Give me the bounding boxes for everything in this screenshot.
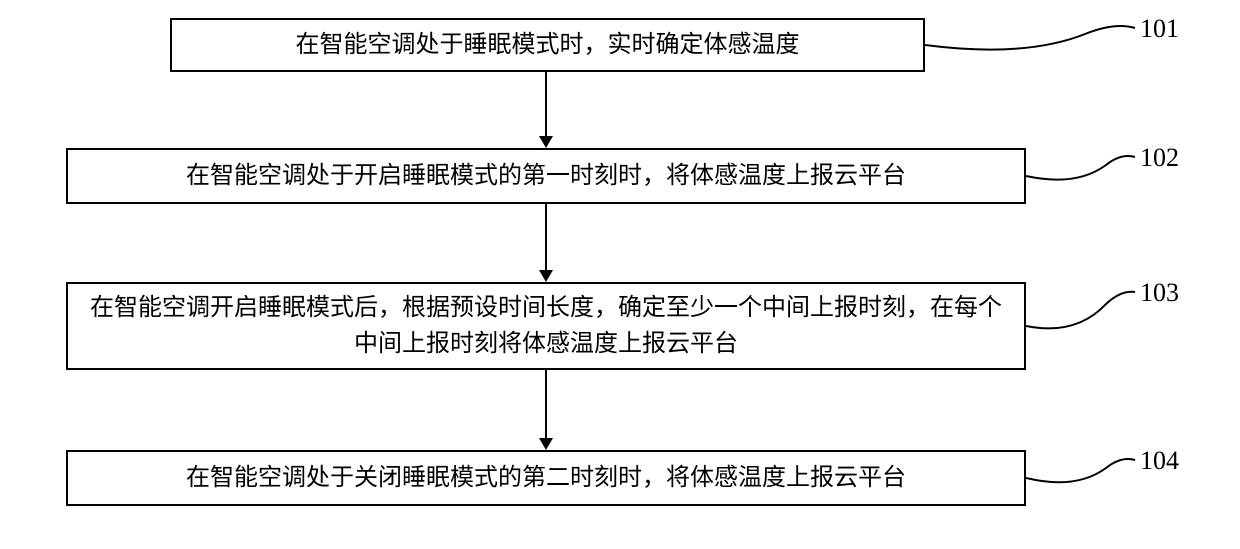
step-label-102: 102 — [1140, 143, 1179, 173]
step-box-104: 在智能空调处于关闭睡眠模式的第二时刻时，将体感温度上报云平台 — [66, 450, 1026, 506]
arrow-head — [539, 438, 553, 450]
step-label-101: 101 — [1140, 14, 1179, 44]
label-curve-101 — [925, 14, 1140, 64]
step-text: 在智能空调处于开启睡眠模式的第一时刻时，将体感温度上报云平台 — [186, 158, 906, 194]
step-text: 在智能空调处于关闭睡眠模式的第二时刻时，将体感温度上报云平台 — [186, 460, 906, 496]
step-label-103: 103 — [1140, 278, 1179, 308]
connector-103-104 — [545, 370, 547, 438]
step-box-103: 在智能空调开启睡眠模式后，根据预设时间长度，确定至少一个中间上报时刻，在每个中间… — [66, 282, 1026, 370]
step-box-101: 在智能空调处于睡眠模式时，实时确定体感温度 — [170, 18, 925, 72]
connector-101-102 — [545, 72, 547, 136]
step-label-104: 104 — [1140, 446, 1179, 476]
label-curve-103 — [1026, 278, 1140, 338]
step-text: 在智能空调处于睡眠模式时，实时确定体感温度 — [296, 27, 800, 63]
flowchart-canvas: 在智能空调处于睡眠模式时，实时确定体感温度 101 在智能空调处于开启睡眠模式的… — [0, 0, 1240, 549]
step-text: 在智能空调开启睡眠模式后，根据预设时间长度，确定至少一个中间上报时刻，在每个中间… — [80, 290, 1012, 362]
connector-102-103 — [545, 204, 547, 270]
step-box-102: 在智能空调处于开启睡眠模式的第一时刻时，将体感温度上报云平台 — [66, 148, 1026, 204]
arrow-head — [539, 136, 553, 148]
label-curve-102 — [1026, 143, 1140, 193]
arrow-head — [539, 270, 553, 282]
label-curve-104 — [1026, 446, 1140, 496]
